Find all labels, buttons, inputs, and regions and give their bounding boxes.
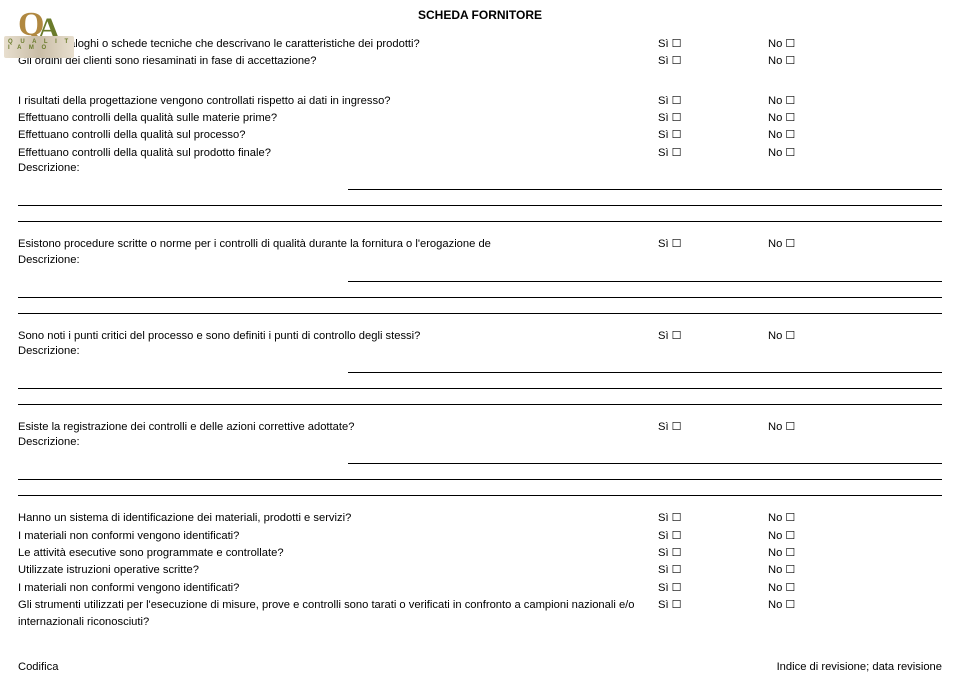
question-text: Esiste la registrazione dei controlli e …	[18, 419, 658, 436]
description-label: Descrizione:	[18, 436, 942, 448]
yes-option[interactable]: Sì ☐	[658, 328, 768, 345]
question-row: Le attività esecutive sono programmate e…	[18, 545, 942, 562]
no-option[interactable]: No ☐	[768, 597, 878, 614]
question-text: Effettuano controlli della qualità sulle…	[18, 110, 658, 127]
question-row: Utilizzate istruzioni operative scritte?…	[18, 562, 942, 579]
yes-option[interactable]: Sì ☐	[658, 110, 768, 127]
yes-option[interactable]: Sì ☐	[658, 562, 768, 579]
no-option[interactable]: No ☐	[768, 510, 878, 527]
yes-option[interactable]: Sì ☐	[658, 597, 768, 614]
yes-option[interactable]: Sì ☐	[658, 236, 768, 253]
no-option[interactable]: No ☐	[768, 528, 878, 545]
no-option[interactable]: No ☐	[768, 580, 878, 597]
page-title: SCHEDA FORNITORE	[18, 0, 942, 36]
no-option[interactable]: No ☐	[768, 562, 878, 579]
question-row: Hanno cataloghi o schede tecniche che de…	[18, 36, 942, 53]
description-lines[interactable]	[18, 448, 942, 496]
no-option[interactable]: No ☐	[768, 328, 878, 345]
question-row: Gli strumenti utilizzati per l'esecuzion…	[18, 597, 942, 632]
description-label: Descrizione:	[18, 345, 942, 357]
question-text: I materiali non conformi vengono identif…	[18, 580, 658, 597]
question-text: Gli strumenti utilizzati per l'esecuzion…	[18, 597, 658, 632]
description-label: Descrizione:	[18, 254, 942, 266]
footer-left: Codifica	[18, 661, 58, 673]
yes-option[interactable]: Sì ☐	[658, 36, 768, 53]
question-row: Effettuano controlli della qualità sulle…	[18, 110, 942, 127]
footer-right: Indice di revisione; data revisione	[777, 661, 942, 673]
no-option[interactable]: No ☐	[768, 236, 878, 253]
yes-option[interactable]: Sì ☐	[658, 510, 768, 527]
yes-option[interactable]: Sì ☐	[658, 580, 768, 597]
question-text: Esistono procedure scritte o norme per i…	[18, 236, 658, 253]
question-text: Hanno cataloghi o schede tecniche che de…	[18, 36, 658, 53]
question-row: Effettuano controlli della qualità sul p…	[18, 145, 942, 162]
question-row: I materiali non conformi vengono identif…	[18, 580, 942, 597]
description-lines[interactable]	[18, 174, 942, 222]
description-label: Descrizione:	[18, 162, 942, 174]
question-row: I materiali non conformi vengono identif…	[18, 528, 942, 545]
description-lines[interactable]	[18, 266, 942, 314]
question-text: Gli ordini dei clienti sono riesaminati …	[18, 53, 658, 70]
no-option[interactable]: No ☐	[768, 110, 878, 127]
yes-option[interactable]: Sì ☐	[658, 93, 768, 110]
description-lines[interactable]	[18, 357, 942, 405]
question-row: Effettuano controlli della qualità sul p…	[18, 127, 942, 144]
logo-text: Q U A L I T I A M O	[8, 39, 74, 51]
no-option[interactable]: No ☐	[768, 36, 878, 53]
yes-option[interactable]: Sì ☐	[658, 53, 768, 70]
no-option[interactable]: No ☐	[768, 545, 878, 562]
yes-option[interactable]: Sì ☐	[658, 145, 768, 162]
yes-option[interactable]: Sì ☐	[658, 419, 768, 436]
question-row: Gli ordini dei clienti sono riesaminati …	[18, 53, 942, 70]
question-text: Sono noti i punti critici del processo e…	[18, 328, 658, 345]
question-row: Esistono procedure scritte o norme per i…	[18, 236, 942, 253]
yes-option[interactable]: Sì ☐	[658, 545, 768, 562]
question-row: Hanno un sistema di identificazione dei …	[18, 510, 942, 527]
question-text: Effettuano controlli della qualità sul p…	[18, 145, 658, 162]
no-option[interactable]: No ☐	[768, 53, 878, 70]
no-option[interactable]: No ☐	[768, 127, 878, 144]
no-option[interactable]: No ☐	[768, 145, 878, 162]
logo: QA Q U A L I T I A M O	[4, 6, 74, 62]
question-text: Utilizzate istruzioni operative scritte?	[18, 562, 658, 579]
yes-option[interactable]: Sì ☐	[658, 127, 768, 144]
question-text: Effettuano controlli della qualità sul p…	[18, 127, 658, 144]
question-row: Sono noti i punti critici del processo e…	[18, 328, 942, 345]
question-text: Hanno un sistema di identificazione dei …	[18, 510, 658, 527]
yes-option[interactable]: Sì ☐	[658, 528, 768, 545]
question-row: Esiste la registrazione dei controlli e …	[18, 419, 942, 436]
question-text: Le attività esecutive sono programmate e…	[18, 545, 658, 562]
question-text: I risultati della progettazione vengono …	[18, 93, 658, 110]
question-text: I materiali non conformi vengono identif…	[18, 528, 658, 545]
question-row: I risultati della progettazione vengono …	[18, 93, 942, 110]
no-option[interactable]: No ☐	[768, 419, 878, 436]
no-option[interactable]: No ☐	[768, 93, 878, 110]
